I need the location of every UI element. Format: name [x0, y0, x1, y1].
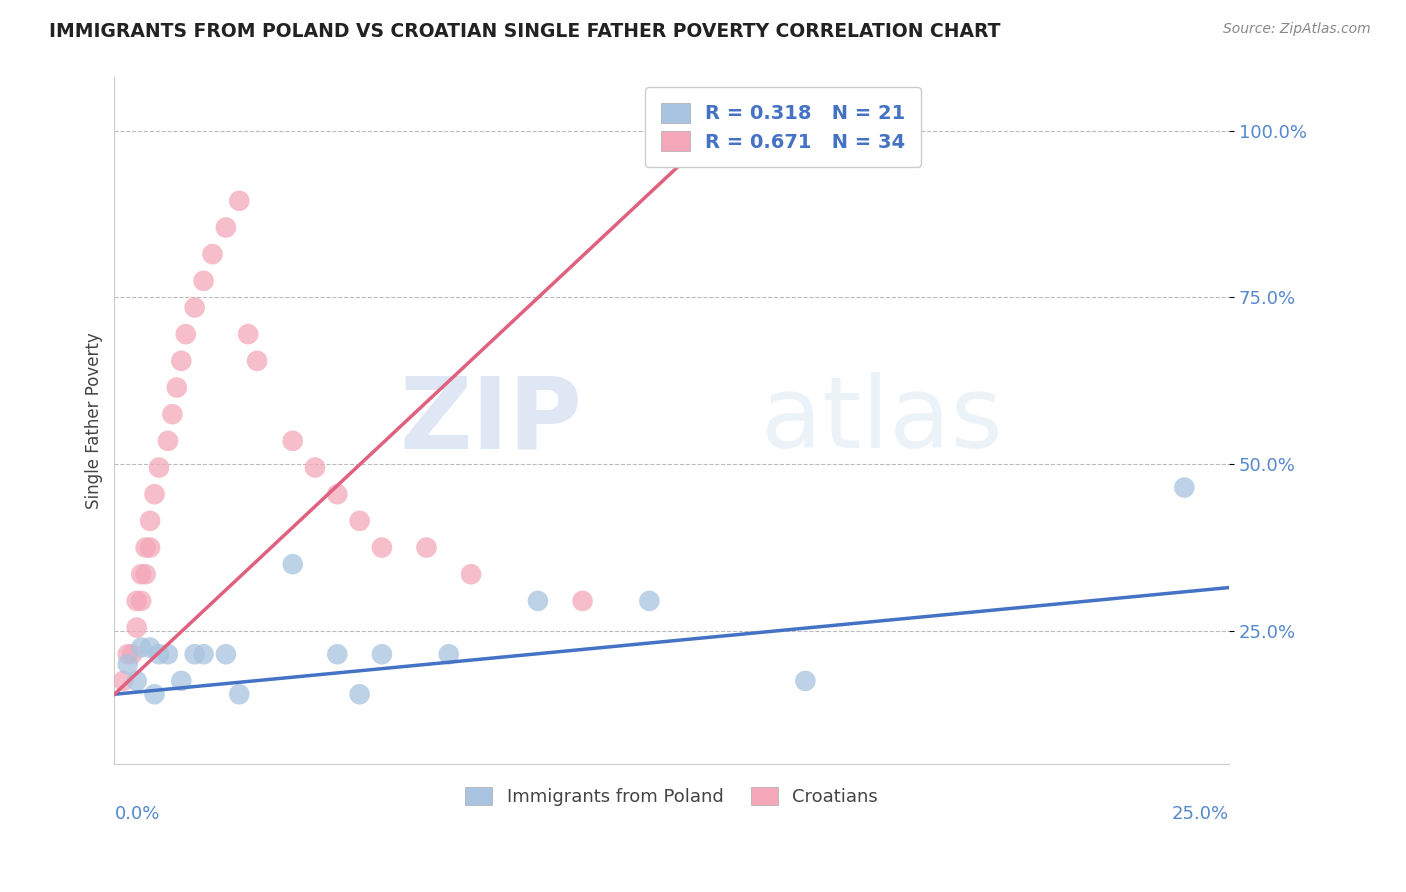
Point: [193, 274, 215, 288]
Point: [460, 567, 482, 582]
Point: [129, 594, 152, 608]
Point: [349, 687, 371, 701]
Point: [174, 327, 197, 342]
Point: [156, 434, 179, 448]
Point: [371, 541, 394, 555]
Point: [129, 567, 152, 582]
Point: [794, 673, 817, 688]
Text: IMMIGRANTS FROM POLAND VS CROATIAN SINGLE FATHER POVERTY CORRELATION CHART: IMMIGRANTS FROM POLAND VS CROATIAN SINGL…: [49, 22, 1001, 41]
Point: [228, 687, 250, 701]
Legend: Immigrants from Poland, Croatians: Immigrants from Poland, Croatians: [454, 776, 889, 817]
Point: [1173, 481, 1195, 495]
Point: [170, 673, 193, 688]
Point: [125, 594, 148, 608]
Point: [139, 514, 162, 528]
Point: [117, 647, 139, 661]
Point: [139, 541, 162, 555]
Point: [236, 327, 259, 342]
Text: ZIP: ZIP: [399, 372, 582, 469]
Point: [148, 460, 170, 475]
Point: [571, 594, 593, 608]
Point: [166, 380, 188, 394]
Point: [215, 220, 238, 235]
Point: [326, 647, 349, 661]
Point: [638, 594, 661, 608]
Point: [129, 640, 152, 655]
Text: 25.0%: 25.0%: [1171, 805, 1229, 823]
Point: [183, 301, 205, 315]
Point: [228, 194, 250, 208]
Y-axis label: Single Father Poverty: Single Father Poverty: [86, 333, 103, 509]
Point: [304, 460, 326, 475]
Point: [125, 621, 148, 635]
Point: [371, 647, 394, 661]
Text: atlas: atlas: [761, 372, 1002, 469]
Point: [326, 487, 349, 501]
Point: [156, 647, 179, 661]
Point: [170, 354, 193, 368]
Point: [135, 541, 157, 555]
Point: [135, 567, 157, 582]
Point: [117, 657, 139, 672]
Point: [415, 541, 437, 555]
Point: [148, 647, 170, 661]
Point: [183, 647, 205, 661]
Point: [246, 354, 269, 368]
Point: [193, 647, 215, 661]
Point: [201, 247, 224, 261]
Point: [281, 558, 304, 572]
Point: [527, 594, 550, 608]
Point: [215, 647, 238, 661]
Point: [349, 514, 371, 528]
Text: 0.0%: 0.0%: [114, 805, 160, 823]
Point: [121, 647, 143, 661]
Point: [162, 407, 184, 421]
Point: [437, 647, 460, 661]
Point: [125, 673, 148, 688]
Point: [281, 434, 304, 448]
Point: [139, 640, 162, 655]
Text: Source: ZipAtlas.com: Source: ZipAtlas.com: [1223, 22, 1371, 37]
Point: [143, 487, 166, 501]
Point: [704, 140, 727, 154]
Point: [112, 673, 135, 688]
Point: [143, 687, 166, 701]
